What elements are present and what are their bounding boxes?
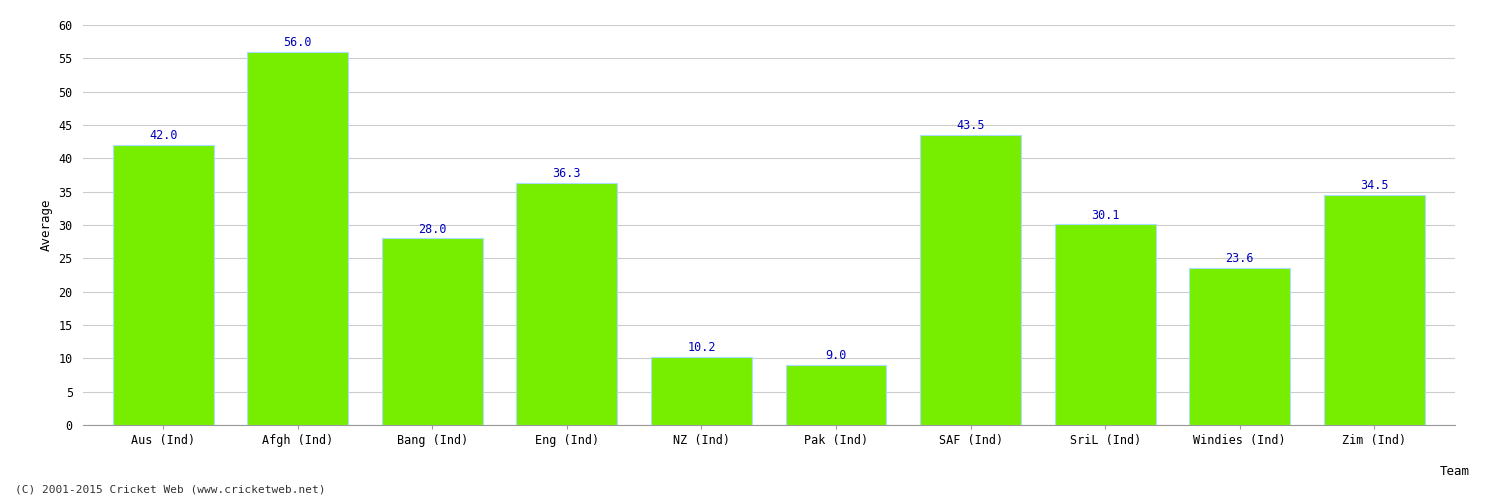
Text: (C) 2001-2015 Cricket Web (www.cricketweb.net): (C) 2001-2015 Cricket Web (www.cricketwe… [15, 485, 326, 495]
Text: 9.0: 9.0 [825, 350, 846, 362]
Bar [1054, 224, 1155, 425]
Text: 30.1: 30.1 [1090, 208, 1119, 222]
Bar [112, 145, 213, 425]
Bar [651, 357, 752, 425]
Bar [248, 52, 348, 425]
Text: 56.0: 56.0 [284, 36, 312, 49]
Text: Team: Team [1440, 465, 1470, 478]
Bar [1190, 268, 1290, 425]
Text: 43.5: 43.5 [957, 120, 986, 132]
Bar [516, 183, 618, 425]
Text: 34.5: 34.5 [1360, 180, 1389, 192]
Text: 42.0: 42.0 [148, 130, 177, 142]
Bar [786, 365, 886, 425]
Text: 10.2: 10.2 [687, 342, 716, 354]
Text: 28.0: 28.0 [419, 222, 447, 235]
Y-axis label: Average: Average [40, 198, 53, 251]
Bar [1324, 195, 1425, 425]
Text: 36.3: 36.3 [552, 168, 580, 180]
Bar [382, 238, 483, 425]
Text: 23.6: 23.6 [1226, 252, 1254, 265]
Bar [920, 135, 1022, 425]
